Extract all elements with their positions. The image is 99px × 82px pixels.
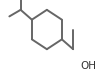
Text: OH: OH [81, 61, 97, 71]
